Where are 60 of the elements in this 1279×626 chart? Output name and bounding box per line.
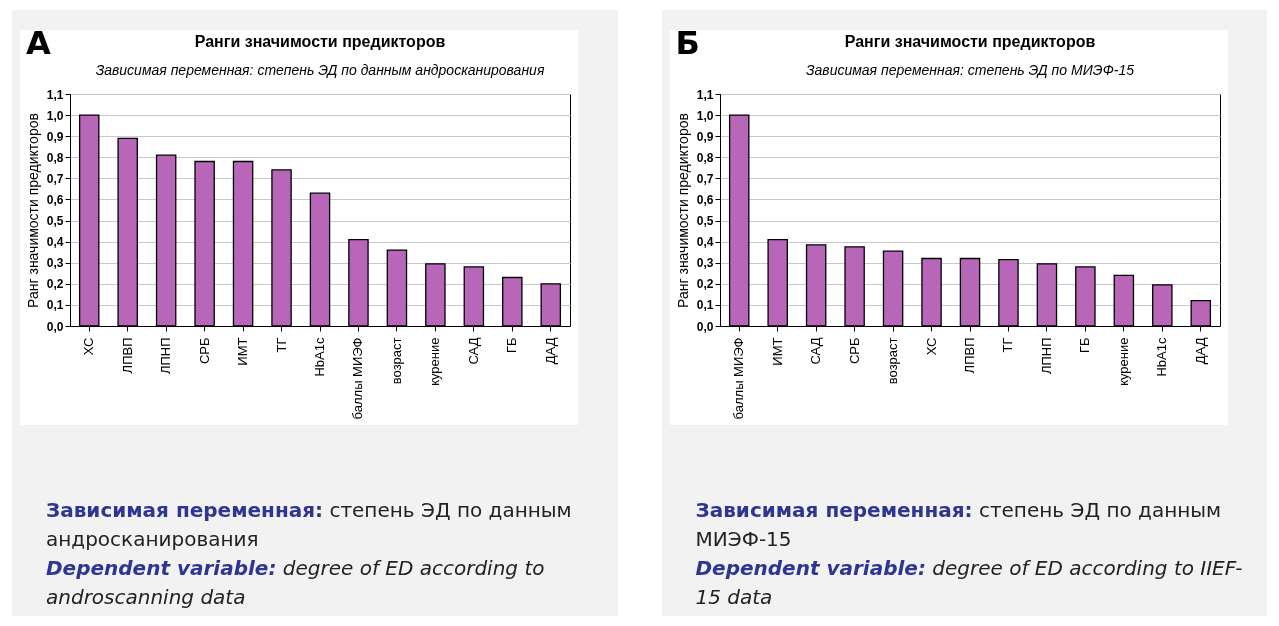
x-tick-label: ГБ [504, 337, 520, 354]
x-tick-label: ЛПВП [119, 337, 135, 374]
x-tick-label: ЛПНП [1038, 337, 1054, 375]
x-tick-label: САД [465, 337, 481, 365]
text: Dependent variable: degree of ED according to androscanning data [46, 556, 545, 609]
y-tick-label: 0,0 [46, 319, 64, 334]
chart-title: Ранги значимости предикторов [844, 33, 1095, 50]
y-tick-label: 0,9 [46, 129, 64, 144]
y-tick-label: 0,3 [696, 256, 714, 271]
y-tick-label: 0,6 [696, 192, 714, 207]
y-tick-label: 0,2 [46, 277, 64, 292]
x-tick-label: ЛПНП [158, 337, 174, 375]
x-tick-label: курение [1115, 337, 1131, 386]
x-tick-label: СРБ [846, 337, 862, 365]
x-tick-label: возраст [388, 337, 404, 385]
y-axis-title: Ранг значимости предикторов [24, 113, 41, 308]
x-tick-label: ХС [923, 337, 939, 356]
chart-title: Ранги значимости предикторов [194, 33, 446, 50]
x-tick-label: HbA1c [312, 337, 327, 377]
y-axis-title: Ранг значимости предикторов [674, 113, 691, 308]
x-tick-label: ТГ [273, 337, 289, 353]
x-tick-label: ЛПВП [961, 337, 977, 374]
y-tick-label: 0,6 [46, 192, 64, 207]
chart-subtitle: Зависимая переменная: степень ЭД по МИЭФ-15 [805, 62, 1134, 78]
y-tick-label: 0,1 [46, 298, 64, 313]
y-tick-label: 0,1 [696, 298, 714, 313]
x-tick-label: СРБ [196, 337, 212, 365]
y-tick-label: 0,8 [46, 150, 64, 165]
x-tick-label: баллы МИЭФ [730, 337, 746, 420]
y-tick-label: 0,4 [696, 235, 714, 250]
y-tick-label: 0,7 [696, 171, 714, 186]
x-tick-label: ТГ [999, 337, 1015, 353]
x-tick-label: HbA1c [1153, 337, 1169, 377]
x-tick-label: САД [807, 337, 823, 365]
y-tick-label: 0,3 [46, 256, 64, 271]
y-tick-label: 0,5 [696, 214, 714, 229]
text: Б [675, 24, 700, 62]
x-tick-label: ГБ [1076, 337, 1092, 354]
y-tick-label: 1,1 [696, 87, 714, 102]
y-tick-label: 0,9 [696, 129, 714, 144]
text: Dependent variable: degree of ED according to IIEF-15 data [695, 556, 1243, 609]
text: А [26, 24, 51, 62]
x-tick-label: курение [427, 337, 443, 386]
chart-subtitle: Зависимая переменная: степень ЭД по данным андросканирования [95, 62, 545, 78]
y-tick-label: 0,8 [696, 150, 714, 165]
y-tick-label: 0,7 [46, 171, 64, 186]
x-tick-label: баллы МИЭФ [350, 337, 366, 420]
y-tick-label: 1,0 [46, 108, 64, 123]
x-tick-label: ХС [81, 337, 97, 356]
x-tick-label: ИМТ [769, 337, 785, 366]
y-tick-label: 1,0 [696, 108, 714, 123]
y-tick-label: 0,5 [46, 214, 64, 229]
y-tick-label: 0,0 [696, 319, 714, 334]
y-tick-label: 1,1 [46, 87, 64, 102]
x-tick-label: ДАД [542, 337, 558, 365]
x-tick-label: ДАД [1192, 337, 1208, 365]
y-tick-label: 0,2 [696, 277, 714, 292]
x-tick-label: ИМТ [235, 337, 251, 366]
y-tick-label: 0,4 [46, 235, 64, 250]
x-tick-label: возраст [884, 337, 900, 385]
